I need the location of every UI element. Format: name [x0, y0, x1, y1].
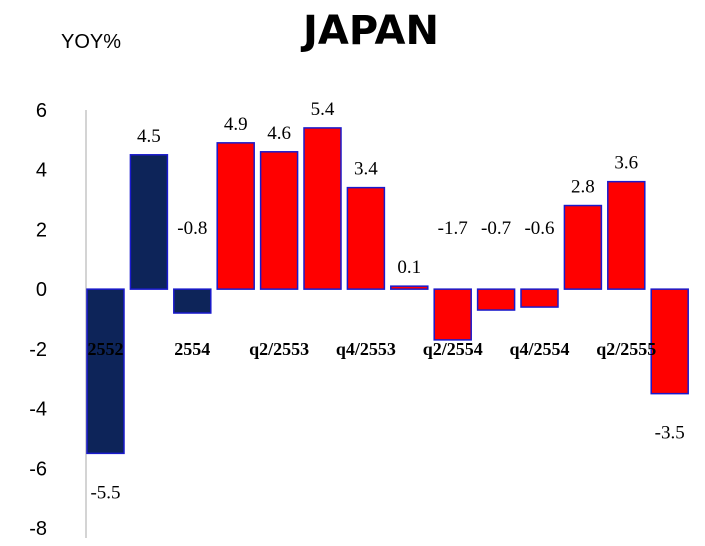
x-tick-label: 2552	[88, 339, 124, 359]
x-tick-label: q2/2553	[249, 339, 309, 359]
bar	[607, 180, 646, 290]
bar	[520, 288, 559, 308]
data-label: 0.1	[397, 257, 421, 278]
x-tick-label: q4/2554	[509, 339, 569, 359]
data-label: 3.6	[614, 153, 638, 174]
data-label: -3.5	[655, 423, 685, 444]
y-tick-label: 2	[36, 219, 47, 241]
bar	[303, 127, 342, 290]
y-tick-label: -8	[29, 518, 47, 540]
unit-label: YOY%	[61, 31, 121, 53]
x-axis-labels: 2552 2554 q2/2553 q4/2553 q2/2554 q4/2554 q2/2…	[88, 339, 657, 359]
x-tick-label: q4/2553	[336, 339, 396, 359]
y-tick-label: -2	[29, 339, 47, 361]
data-label: -5.5	[90, 482, 120, 503]
bar	[259, 151, 299, 290]
data-label: -0.8	[177, 218, 207, 239]
data-label: 5.4	[311, 99, 335, 120]
data-label: 3.4	[354, 159, 378, 180]
bar	[476, 288, 516, 311]
chart-title: JAPAN	[300, 8, 439, 54]
y-tick-label: 6	[36, 100, 47, 122]
bar	[650, 288, 689, 395]
data-label: 4.5	[137, 126, 161, 147]
bar	[173, 288, 212, 314]
x-tick-label: q2/2555	[596, 339, 656, 359]
bar	[129, 154, 169, 290]
bar	[433, 288, 472, 341]
data-labels: -5.5 4.5 -0.8 4.9 4.6 5.4 3.4 0.1 -1.7 -0.7 -0.6 2.…	[90, 99, 684, 503]
y-tick-label: -4	[29, 399, 47, 421]
y-tick-label: 0	[36, 279, 47, 301]
bars	[86, 127, 689, 455]
y-tick-label: 4	[36, 160, 47, 182]
x-tick-label: q2/2554	[423, 339, 483, 359]
data-label: -1.7	[438, 218, 468, 239]
data-label: -0.7	[481, 218, 511, 239]
bar	[216, 142, 255, 290]
x-tick-label: 2554	[174, 339, 210, 359]
bar	[346, 186, 386, 290]
bar	[390, 285, 429, 290]
y-tick-label: -6	[29, 458, 47, 480]
data-label: -0.6	[524, 218, 554, 239]
bar	[563, 204, 603, 290]
data-label: 2.8	[571, 177, 595, 198]
bar	[86, 288, 125, 455]
y-axis-ticks: 6 4 2 0 -2 -4 -6 -8	[29, 100, 47, 540]
data-label: 4.9	[224, 114, 248, 135]
data-label: 4.6	[267, 123, 291, 144]
